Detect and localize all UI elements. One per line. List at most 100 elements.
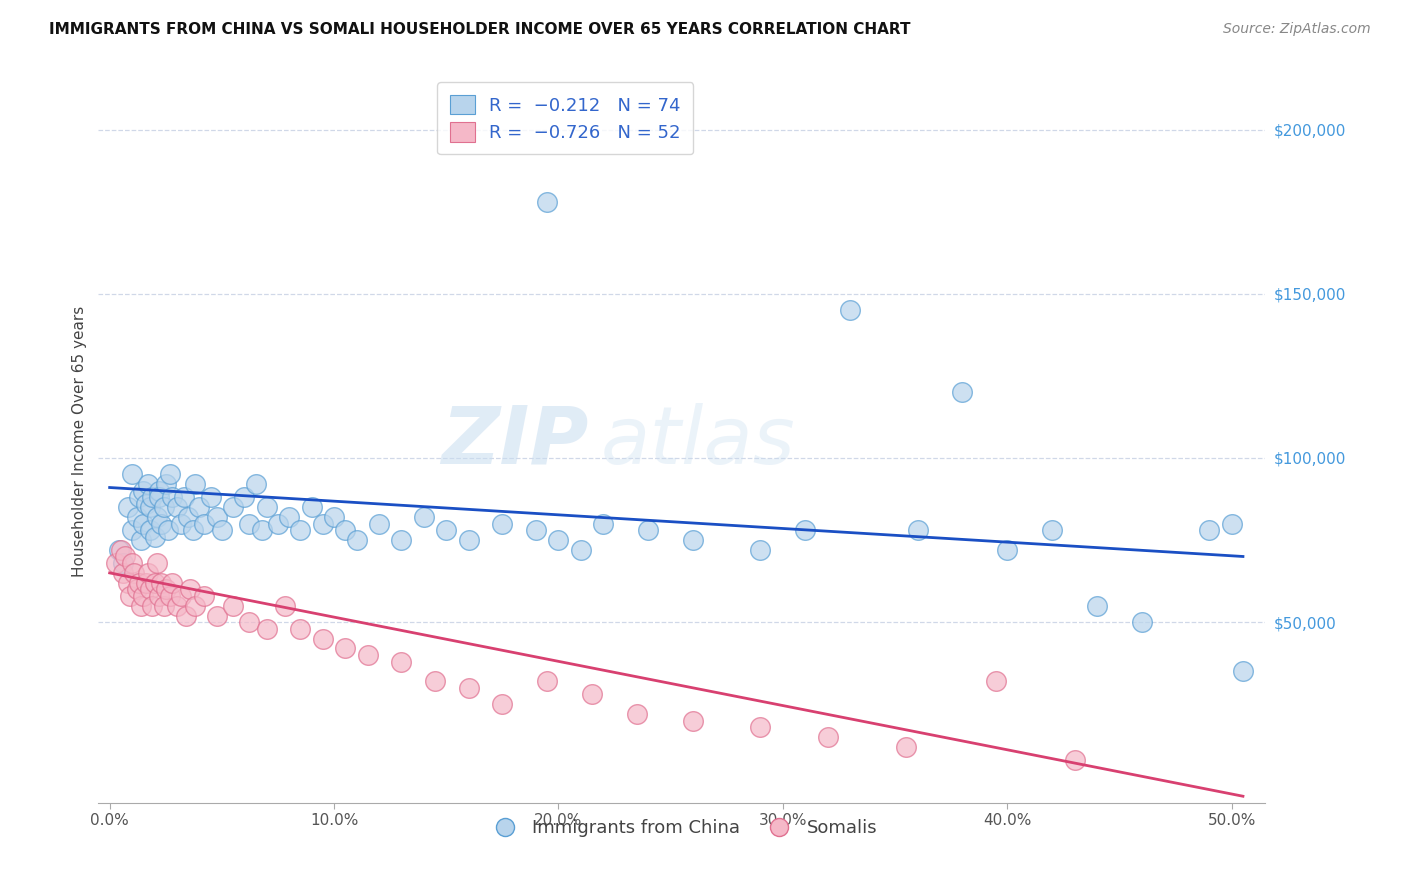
Point [107, 542, 129, 557]
Point [222, 599, 245, 613]
Point [156, 523, 179, 537]
Point [132, 483, 155, 498]
Point [1063, 753, 1085, 767]
Point [323, 510, 346, 524]
Point [143, 530, 166, 544]
Point [170, 516, 193, 531]
Point [166, 500, 188, 515]
Point [139, 500, 162, 515]
Point [159, 589, 181, 603]
Point [267, 516, 290, 531]
Point [896, 739, 918, 754]
Point [207, 510, 229, 524]
Point [907, 523, 929, 537]
Point [173, 491, 195, 505]
Point [139, 523, 162, 537]
Point [150, 575, 173, 590]
Text: ZIP: ZIP [441, 402, 589, 481]
Point [181, 523, 204, 537]
Point [179, 582, 201, 597]
Point [121, 467, 143, 482]
Point [150, 516, 173, 531]
Point [155, 582, 177, 597]
Point [238, 516, 260, 531]
Point [141, 491, 163, 505]
Point [290, 523, 312, 537]
Point [174, 608, 197, 623]
Point [112, 556, 135, 570]
Point [238, 615, 260, 630]
Point [389, 655, 412, 669]
Point [124, 566, 146, 580]
Point [211, 523, 233, 537]
Point [139, 582, 162, 597]
Point [136, 477, 159, 491]
Point [152, 500, 174, 515]
Point [155, 477, 177, 491]
Point [159, 467, 181, 482]
Point [457, 533, 479, 547]
Point [457, 681, 479, 695]
Point [491, 698, 513, 712]
Point [335, 523, 357, 537]
Point [136, 566, 159, 580]
Point [434, 523, 457, 537]
Point [148, 491, 170, 505]
Point [121, 523, 143, 537]
Point [135, 497, 157, 511]
Point [357, 648, 380, 662]
Point [423, 674, 446, 689]
Point [146, 556, 169, 570]
Point [121, 556, 143, 570]
Point [682, 533, 704, 547]
Point [346, 533, 368, 547]
Point [817, 730, 839, 744]
Point [839, 303, 862, 318]
Point [1040, 523, 1063, 537]
Point [278, 510, 301, 524]
Point [794, 523, 817, 537]
Point [105, 556, 128, 570]
Point [177, 510, 200, 524]
Point [273, 599, 295, 613]
Point [128, 491, 150, 505]
Point [118, 589, 141, 603]
Legend: Immigrants from China, Somalis: Immigrants from China, Somalis [479, 812, 884, 845]
Point [312, 632, 335, 646]
Point [290, 622, 312, 636]
Point [129, 533, 152, 547]
Point [581, 687, 603, 701]
Point [256, 622, 278, 636]
Point [1220, 516, 1243, 531]
Point [125, 582, 148, 597]
Point [491, 516, 513, 531]
Point [984, 674, 1007, 689]
Point [592, 516, 614, 531]
Point [547, 533, 569, 547]
Point [114, 549, 136, 564]
Point [112, 566, 135, 580]
Point [626, 707, 648, 722]
Point [312, 516, 335, 531]
Point [110, 542, 132, 557]
Point [193, 516, 215, 531]
Point [117, 575, 139, 590]
Text: IMMIGRANTS FROM CHINA VS SOMALI HOUSEHOLDER INCOME OVER 65 YEARS CORRELATION CHA: IMMIGRANTS FROM CHINA VS SOMALI HOUSEHOL… [49, 22, 911, 37]
Point [233, 491, 256, 505]
Point [256, 500, 278, 515]
Point [245, 477, 267, 491]
Point [148, 589, 170, 603]
Point [132, 589, 155, 603]
Point [1130, 615, 1153, 630]
Point [152, 599, 174, 613]
Point [129, 599, 152, 613]
Point [995, 542, 1018, 557]
Point [146, 510, 169, 524]
Point [148, 483, 170, 498]
Point [682, 714, 704, 728]
Point [170, 589, 193, 603]
Point [162, 491, 184, 505]
Point [141, 599, 163, 613]
Point [166, 599, 188, 613]
Point [749, 542, 772, 557]
